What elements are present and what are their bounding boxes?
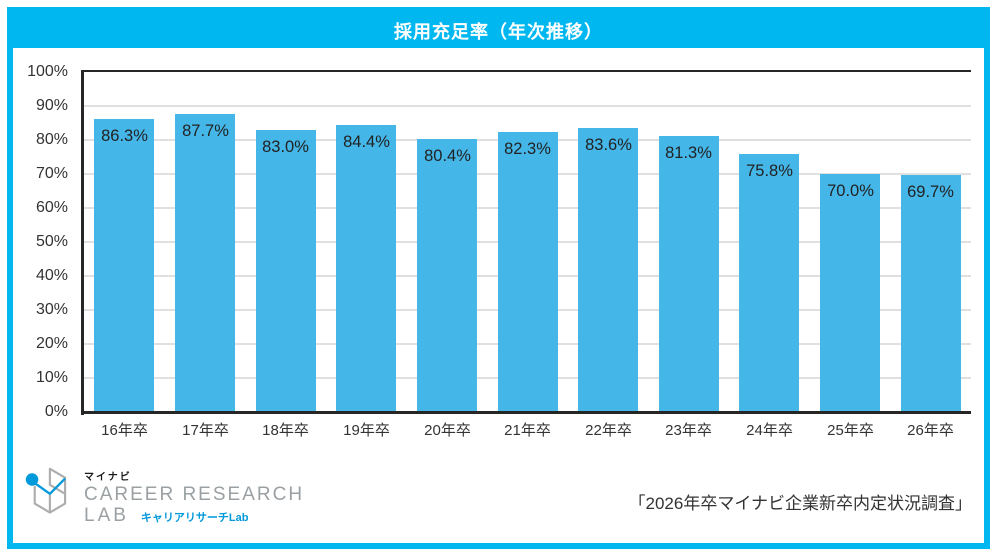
chart-title-bar: 採用充足率（年次推移） (13, 13, 984, 48)
source-citation: 「2026年卒マイナビ企業新卒内定状況調査」 (628, 494, 972, 513)
logo-career-research-label: CAREER RESEARCH (84, 484, 305, 505)
logo-lab-label: LAB (84, 505, 129, 526)
logo-cube-icon (25, 467, 67, 514)
logo-text-block: マイナビ CAREER RESEARCH LAB キャリアリサーチLab (84, 464, 304, 526)
logo-mynavi-label: マイナビ (84, 472, 132, 483)
logo-japanese-label: キャリアリサーチLab (140, 512, 249, 524)
career-research-lab-logo: マイナビ CAREER RESEARCH LAB キャリアリサーチLab (24, 464, 304, 526)
page-title: 採用充足率（年次推移） (394, 21, 603, 42)
